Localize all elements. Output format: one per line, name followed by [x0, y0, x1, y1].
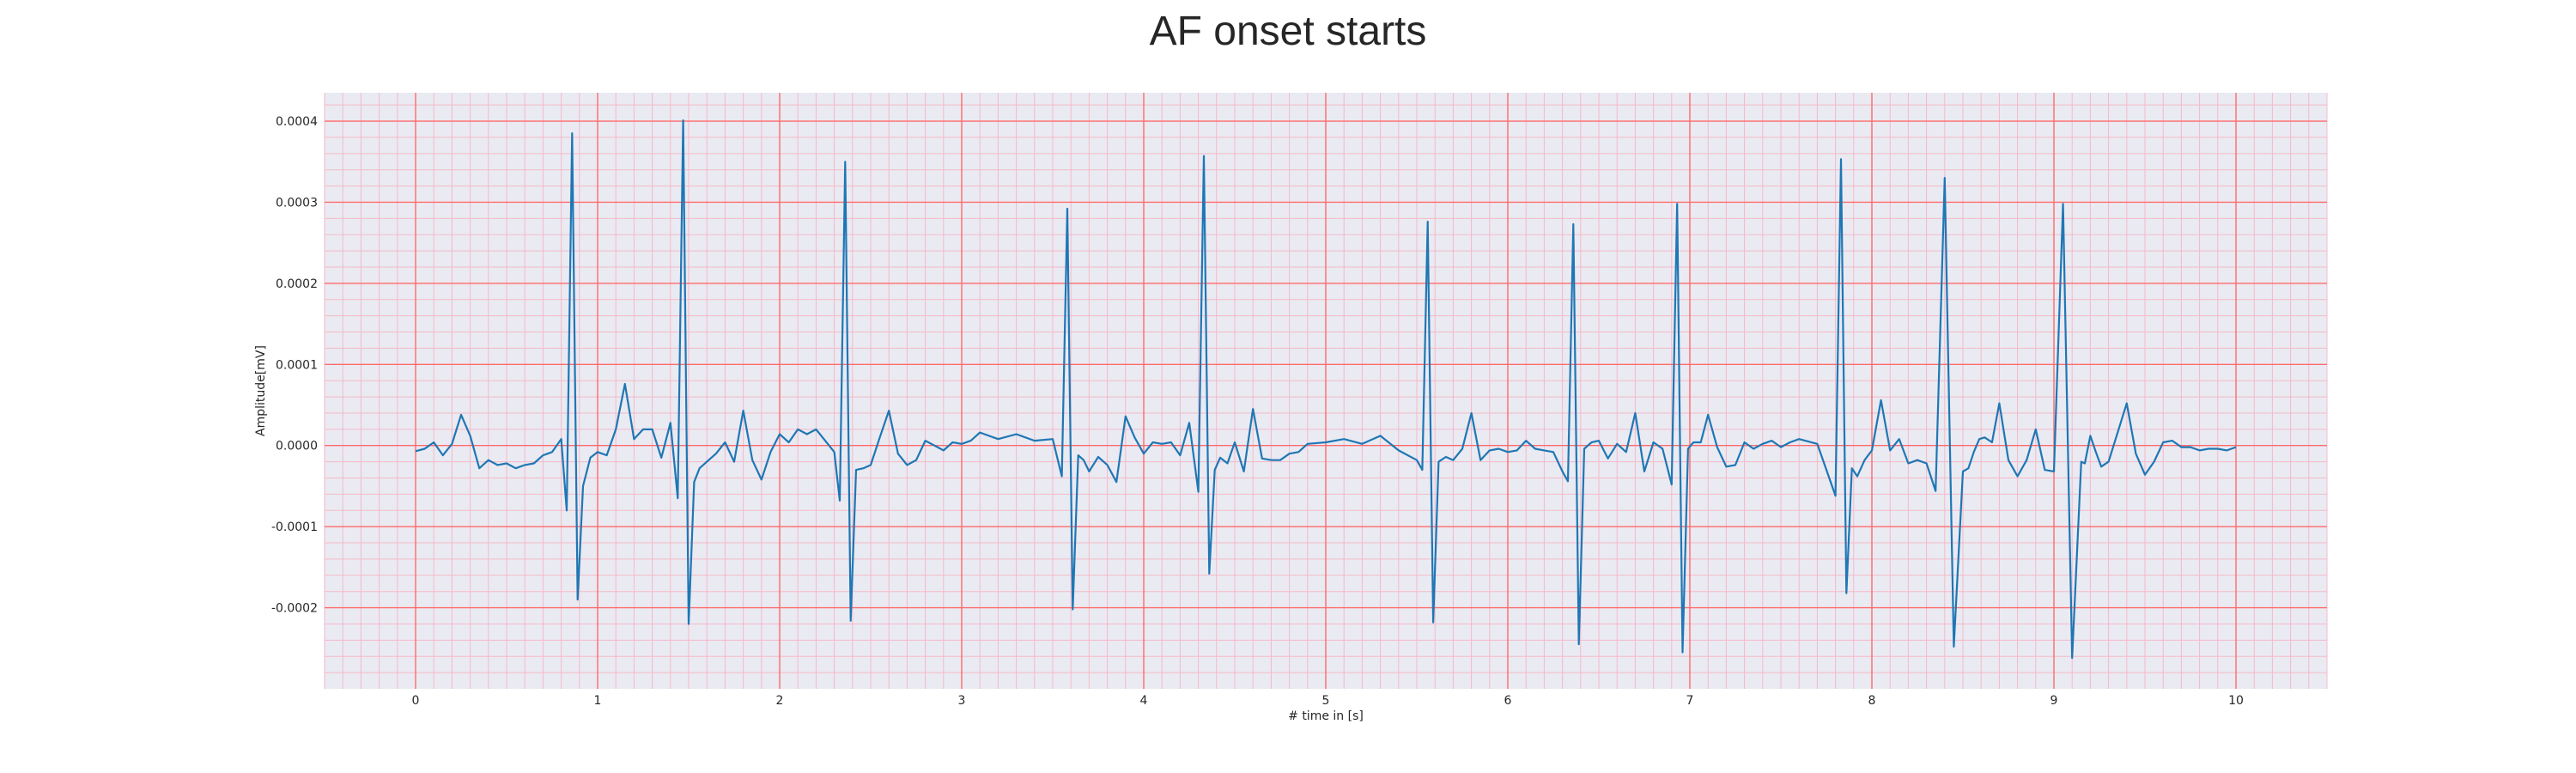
x-tick-label: 9: [2050, 694, 2058, 708]
x-tick-label: 7: [1686, 694, 1694, 708]
y-tick-label: 0.0004: [276, 115, 318, 129]
x-tick-label: 4: [1140, 694, 1148, 708]
chart-title: AF onset starts: [1150, 9, 1427, 54]
x-tick-label: 8: [1868, 694, 1876, 708]
x-tick-label: 3: [958, 694, 966, 708]
y-tick-label: -0.0001: [271, 520, 318, 534]
y-tick-label: 0.0001: [276, 358, 318, 372]
y-tick-label: -0.0002: [271, 602, 318, 616]
x-tick-label: 2: [776, 694, 784, 708]
y-tick-labels: -0.0002 -0.0001 0.0000 0.0001 0.0002 0.0003 0.…: [271, 115, 318, 616]
x-tick-label: 6: [1504, 694, 1512, 708]
ecg-series-line: [415, 119, 2237, 660]
major-grid: [325, 93, 2327, 689]
y-tick-label: 0.0002: [276, 277, 318, 291]
x-tick-label: 1: [594, 694, 602, 708]
y-tick-label: 0.0000: [276, 440, 318, 453]
y-tick-label: 0.0003: [276, 196, 318, 210]
x-axis-label: # time in [s]: [1288, 709, 1364, 723]
x-tick-label: 0: [412, 694, 420, 708]
x-tick-labels: 0 1 2 3 4 5 6 7 8 9 10: [412, 694, 2244, 708]
x-tick-label: 5: [1322, 694, 1330, 708]
y-axis-label: Amplitude[mV]: [254, 345, 268, 436]
x-tick-label: 10: [2228, 694, 2244, 708]
